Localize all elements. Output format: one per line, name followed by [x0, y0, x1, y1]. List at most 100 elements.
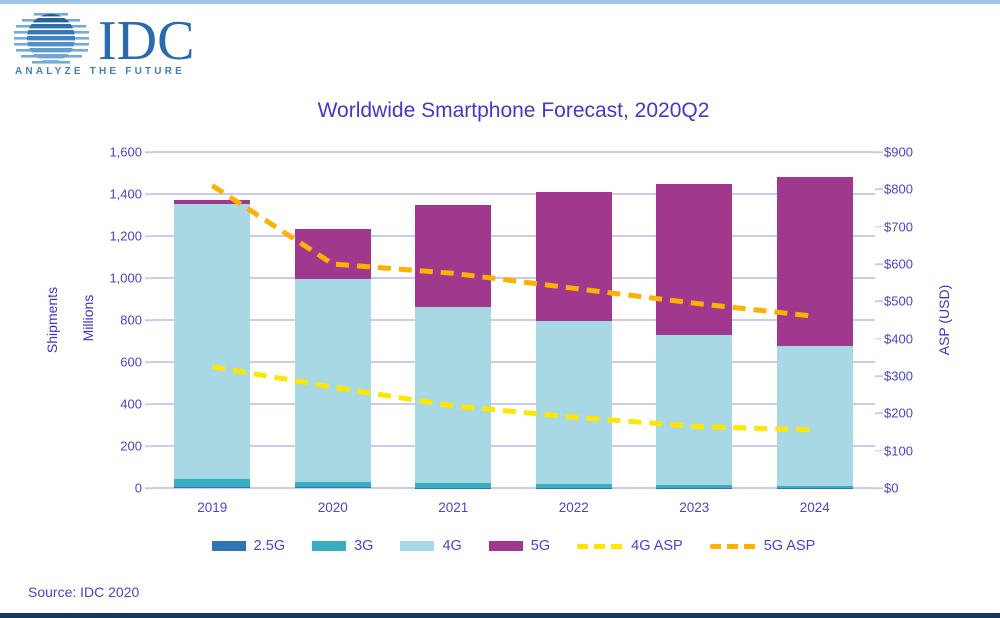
gridline: [152, 445, 875, 447]
legend-item-2-5g: 2.5G: [211, 538, 286, 554]
idc-logo-text: IDC: [98, 12, 194, 66]
left-tick-label: 1,200: [109, 228, 142, 244]
right-tick-mark: [875, 375, 883, 377]
bar-segment-3g: [174, 478, 251, 487]
gridline: [152, 319, 875, 321]
right-tick-label: $600: [884, 256, 913, 272]
right-tick-mark: [875, 151, 883, 153]
right-tick-label: $200: [884, 405, 913, 421]
left-tick-mark: [145, 193, 153, 195]
legend-label: 2.5G: [253, 538, 286, 554]
left-tick-label: 1,000: [109, 270, 142, 286]
right-tick-mark: [875, 449, 883, 452]
bar-slot-2019: [152, 152, 273, 488]
left-axis-tick-labels: 1,600 1,400 1,200 1,000 800 600 400 200 0: [58, 145, 142, 496]
bar-segment-5g: [535, 191, 612, 322]
bar-segment-4g: [776, 345, 853, 487]
right-tick-label: $400: [884, 331, 913, 347]
bar-segment-4g: [174, 203, 251, 479]
right-axis-tick-labels: $900 $800 $700 $600 $500 $400 $300 $200 $100 $0: [884, 145, 954, 496]
bar-slot-2023: [634, 152, 755, 488]
right-tick-mark: [875, 412, 883, 415]
bar-segment-3g: [776, 486, 853, 488]
gridline: [152, 361, 875, 363]
x-axis-labels: 2019 2020 2021 2022 2023 2024: [152, 500, 875, 515]
bar-slot-2022: [514, 152, 635, 488]
top-border-line: [0, 0, 1000, 4]
logo-tagline: ANALYZE THE FUTURE: [15, 66, 186, 77]
plot-area: [152, 151, 876, 489]
left-tick-mark: [145, 361, 153, 363]
left-tick-label: 0: [134, 480, 142, 496]
x-label-2023: 2023: [679, 500, 710, 515]
left-tick-label: 600: [120, 354, 142, 370]
legend-label: 3G: [354, 538, 374, 554]
legend-label: 5G: [530, 538, 551, 554]
legend-swatch-4g: [400, 541, 435, 551]
left-tick-mark: [145, 235, 153, 237]
left-tick-mark: [145, 403, 153, 405]
left-tick-mark: [145, 277, 153, 279]
stacked-bar-2024: [776, 152, 853, 488]
left-tick-label: 800: [120, 312, 142, 328]
legend-swatch-3g: [312, 541, 347, 551]
legend-swatch-4g-asp: [577, 543, 624, 549]
bar-slot-2024: [755, 152, 876, 488]
bar-segment-3g: [294, 482, 371, 488]
x-label-2019: 2019: [197, 500, 228, 515]
bar-segment-5g: [656, 184, 733, 335]
stacked-bar-2019: [174, 152, 251, 488]
legend-swatch-25g: [211, 541, 246, 551]
stacked-bar-2020: [294, 152, 371, 488]
chart-legend: 2.5G 3G 4G 5G 4G ASP 5G ASP: [152, 538, 875, 554]
legend-item-5g-asp: 5G ASP: [709, 538, 816, 554]
legend-item-4g: 4G: [400, 538, 462, 554]
right-tick-label: $800: [884, 181, 913, 197]
right-tick-label: $0: [884, 480, 899, 496]
left-tick-label: 200: [120, 438, 142, 454]
gridline: [152, 151, 875, 153]
right-tick-mark: [875, 487, 883, 489]
right-tick-label: $900: [884, 144, 913, 160]
left-tick-mark: [145, 319, 153, 321]
right-axis-tick-marks: [875, 151, 883, 489]
bar-segment-5g: [415, 204, 492, 308]
legend-label: 5G ASP: [763, 538, 816, 554]
left-tick-mark: [145, 487, 153, 489]
x-label-2020: 2020: [317, 500, 348, 515]
bar-segment-25g: [174, 486, 251, 488]
bar-segment-3g: [656, 485, 733, 488]
x-label-2021: 2021: [438, 500, 469, 515]
bar-segment-4g: [294, 279, 371, 483]
legend-item-3g: 3G: [312, 538, 373, 554]
bar-segment-5g: [776, 176, 853, 346]
stacked-bar-2023: [656, 152, 733, 488]
legend-label: 4G: [442, 538, 462, 554]
idc-logo: IDC: [14, 10, 194, 72]
source-note: Source: IDC 2020: [28, 584, 140, 600]
right-tick-mark: [875, 263, 883, 265]
idc-globe-icon: IDC: [14, 10, 194, 72]
right-tick-label: $500: [884, 293, 913, 309]
bar-segment-25g: [294, 487, 371, 488]
stacked-bar-2021: [415, 152, 492, 488]
right-tick-label: $100: [884, 443, 913, 459]
bar-slot-2020: [273, 152, 394, 488]
legend-label: 4G ASP: [631, 538, 683, 554]
bar-slot-2021: [393, 152, 514, 488]
bottom-border-line: [0, 613, 1000, 618]
stacked-bar-2022: [535, 152, 612, 488]
right-tick-mark: [875, 337, 883, 340]
left-tick-mark: [145, 445, 153, 447]
chart-title: Worldwide Smartphone Forecast, 2020Q2: [317, 99, 710, 122]
bar-segment-4g: [656, 334, 733, 486]
legend-item-5g: 5G: [488, 538, 551, 554]
right-tick-label: $300: [884, 368, 913, 384]
left-tick-label: 400: [120, 396, 142, 412]
x-label-2024: 2024: [799, 500, 830, 515]
right-tick-mark: [875, 300, 883, 303]
right-tick-mark: [875, 188, 883, 191]
bar-segment-4g: [535, 321, 612, 485]
legend-swatch-5g: [488, 541, 523, 551]
right-tick-mark: [875, 225, 883, 228]
